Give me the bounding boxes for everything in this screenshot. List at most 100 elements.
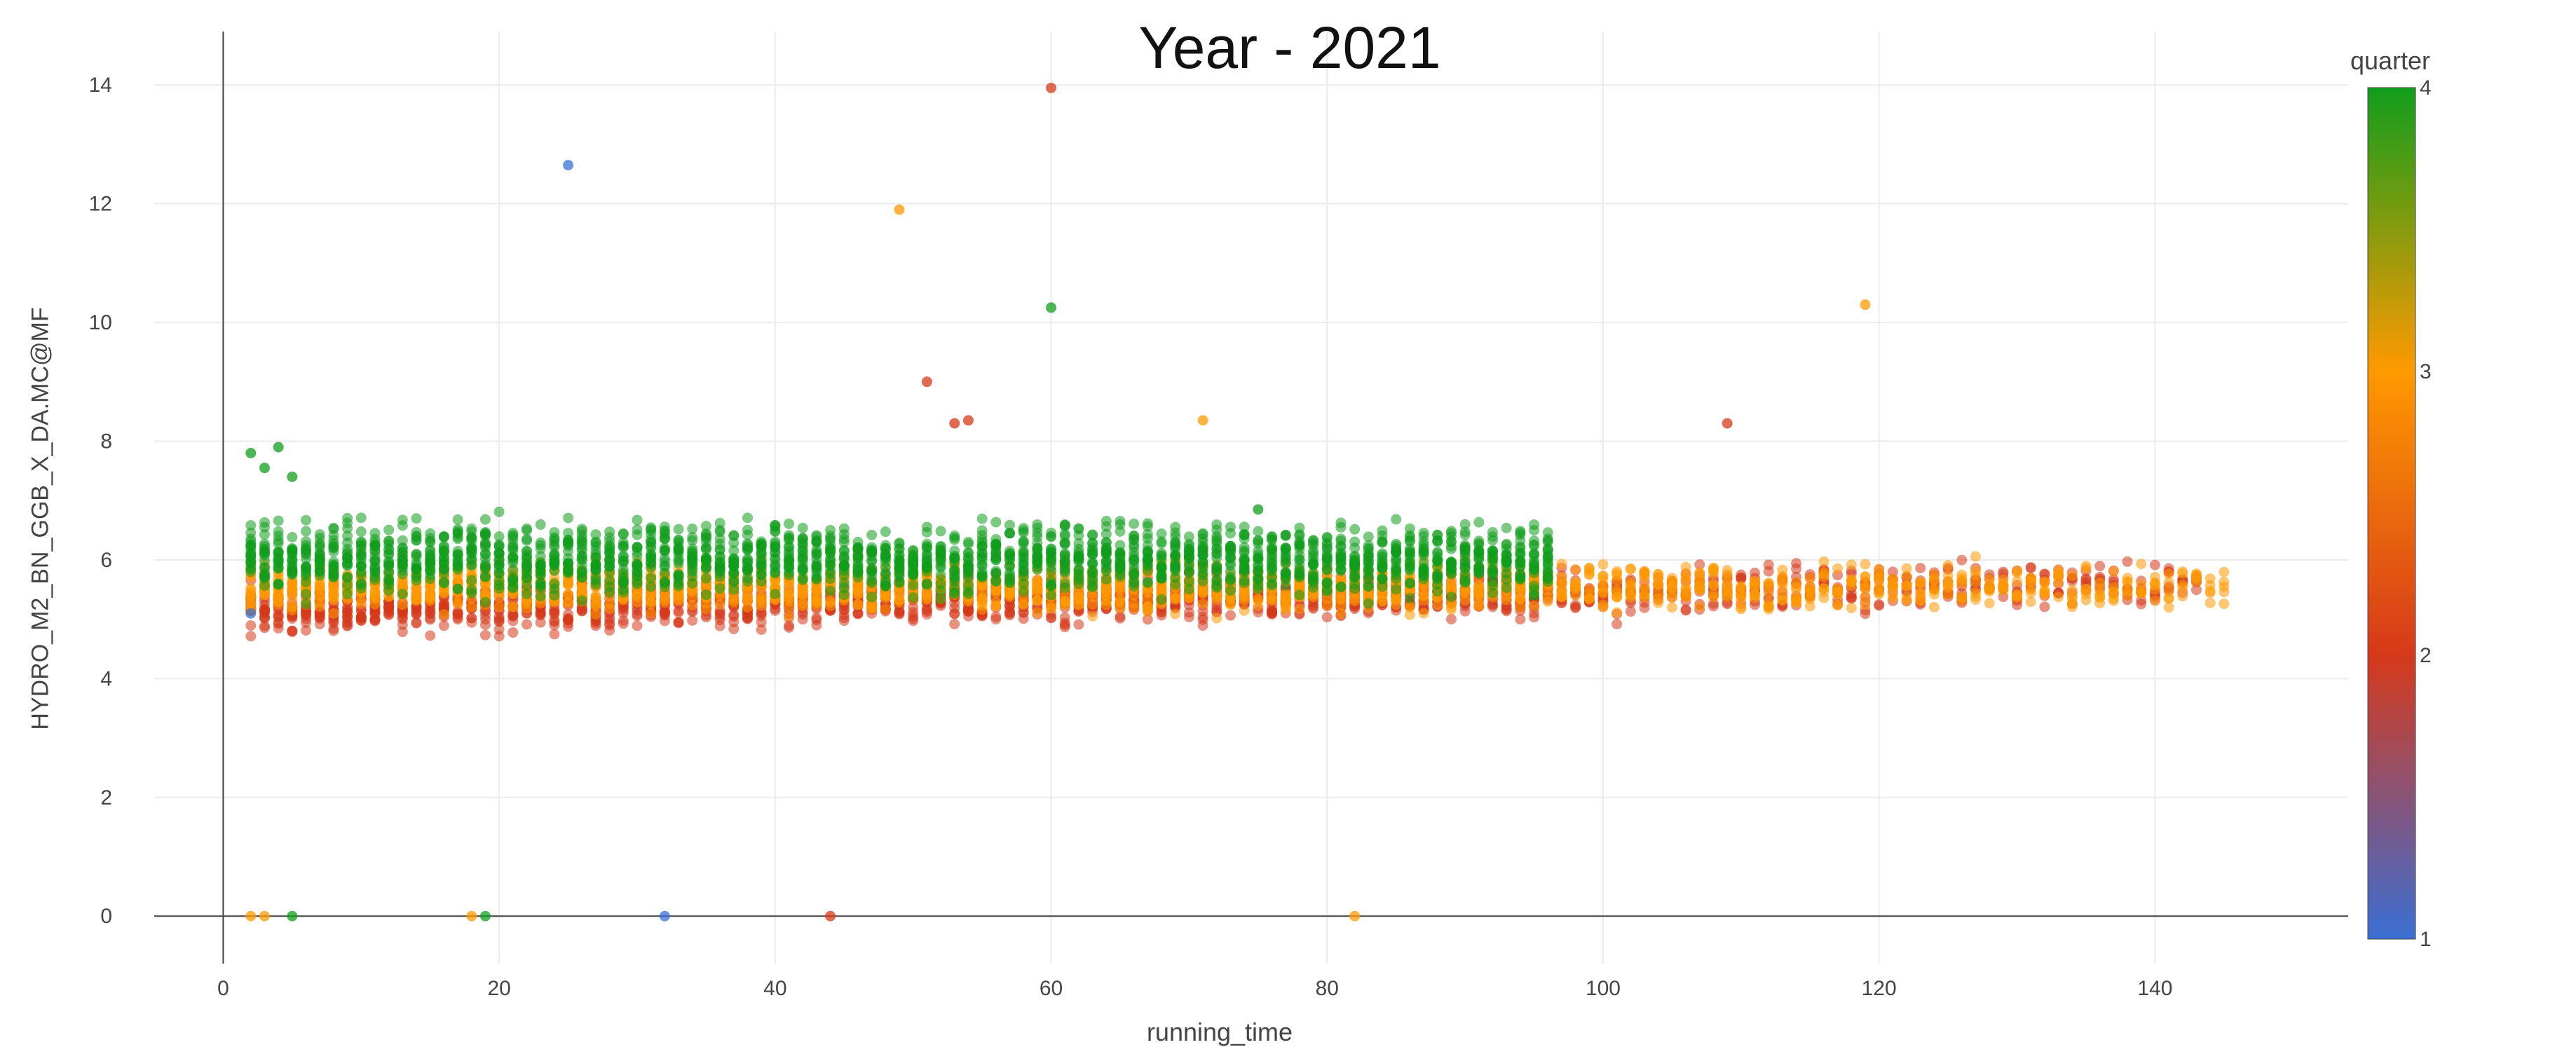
data-point bbox=[2012, 568, 2022, 578]
data-point bbox=[315, 538, 325, 549]
data-point bbox=[2150, 584, 2160, 595]
data-point bbox=[701, 604, 711, 615]
data-point bbox=[1597, 599, 1608, 610]
data-point bbox=[1060, 596, 1070, 606]
data-point bbox=[990, 517, 1001, 528]
data-point bbox=[1708, 589, 1719, 599]
data-point bbox=[315, 619, 325, 629]
data-point bbox=[439, 589, 449, 599]
data-point bbox=[342, 572, 353, 582]
data-point bbox=[811, 561, 822, 571]
data-point bbox=[936, 570, 946, 580]
data-point bbox=[1653, 598, 1663, 608]
data-point bbox=[1281, 599, 1291, 610]
data-point bbox=[507, 583, 518, 594]
data-point bbox=[1570, 600, 1581, 610]
data-point bbox=[315, 553, 325, 563]
data-point bbox=[273, 618, 284, 629]
data-point bbox=[301, 625, 311, 636]
data-point bbox=[1860, 559, 1871, 570]
data-point bbox=[2026, 573, 2036, 584]
data-point bbox=[1860, 577, 1871, 588]
data-point bbox=[1018, 566, 1029, 576]
data-point bbox=[369, 615, 380, 626]
data-point bbox=[356, 580, 367, 590]
data-point bbox=[880, 591, 891, 601]
data-point bbox=[259, 622, 270, 633]
data-point bbox=[549, 579, 559, 589]
data-point bbox=[259, 604, 270, 615]
data-point bbox=[1874, 599, 1884, 610]
data-point bbox=[770, 552, 780, 563]
data-point bbox=[963, 539, 974, 549]
data-point bbox=[411, 589, 422, 599]
data-point bbox=[1970, 552, 1981, 562]
data-point bbox=[287, 602, 297, 613]
data-point bbox=[618, 528, 629, 539]
data-point bbox=[301, 545, 311, 555]
data-point bbox=[1956, 592, 1967, 603]
data-point bbox=[728, 558, 739, 568]
data-point bbox=[811, 573, 822, 584]
data-point bbox=[784, 546, 794, 556]
data-point bbox=[1915, 595, 1926, 605]
data-point bbox=[936, 594, 946, 604]
data-point bbox=[1046, 602, 1056, 613]
data-point bbox=[866, 592, 877, 603]
data-point bbox=[632, 561, 642, 571]
data-point bbox=[480, 597, 491, 608]
data-point bbox=[480, 514, 491, 525]
data-point bbox=[397, 551, 408, 561]
data-point bbox=[2164, 602, 2174, 613]
data-point bbox=[259, 572, 270, 582]
data-point bbox=[2026, 588, 2036, 598]
data-point bbox=[1073, 593, 1084, 603]
data-point bbox=[2039, 601, 2050, 612]
data-point bbox=[728, 531, 739, 541]
data-point bbox=[287, 532, 297, 542]
data-point bbox=[549, 617, 559, 627]
data-point bbox=[1184, 607, 1194, 617]
data-point bbox=[1874, 573, 1884, 583]
data-point bbox=[1956, 555, 1967, 566]
data-point bbox=[453, 533, 463, 544]
data-point bbox=[2053, 569, 2064, 580]
data-point bbox=[1157, 610, 1167, 621]
data-point bbox=[522, 535, 532, 546]
data-point bbox=[825, 601, 836, 611]
data-point bbox=[1004, 606, 1015, 617]
data-point bbox=[1832, 563, 1843, 574]
data-point bbox=[825, 555, 836, 566]
data-point bbox=[2039, 587, 2050, 598]
data-point bbox=[328, 608, 339, 619]
data-point bbox=[1722, 590, 1733, 601]
data-point bbox=[880, 526, 891, 537]
data-point bbox=[770, 522, 780, 533]
data-point bbox=[1087, 592, 1098, 603]
data-point bbox=[425, 594, 435, 604]
data-point bbox=[245, 555, 256, 566]
data-point bbox=[936, 526, 946, 536]
data-point bbox=[2122, 576, 2133, 587]
data-point bbox=[894, 556, 905, 567]
data-point bbox=[1956, 578, 1967, 589]
data-point bbox=[342, 513, 353, 524]
data-point bbox=[1501, 605, 1512, 616]
data-point bbox=[1888, 581, 1898, 591]
data-point bbox=[811, 615, 822, 625]
data-point bbox=[342, 613, 353, 623]
data-point bbox=[701, 530, 711, 540]
data-point bbox=[1529, 612, 1539, 622]
data-point bbox=[715, 599, 725, 610]
data-point bbox=[742, 573, 753, 583]
data-point bbox=[2177, 582, 2188, 593]
data-point bbox=[1667, 580, 1677, 590]
data-point bbox=[1681, 569, 1691, 580]
data-point bbox=[1322, 612, 1333, 622]
data-point bbox=[1032, 519, 1042, 530]
data-point bbox=[2150, 596, 2160, 606]
data-point bbox=[563, 615, 573, 625]
data-point bbox=[618, 556, 629, 566]
data-point bbox=[1018, 548, 1029, 559]
data-point bbox=[383, 525, 394, 535]
